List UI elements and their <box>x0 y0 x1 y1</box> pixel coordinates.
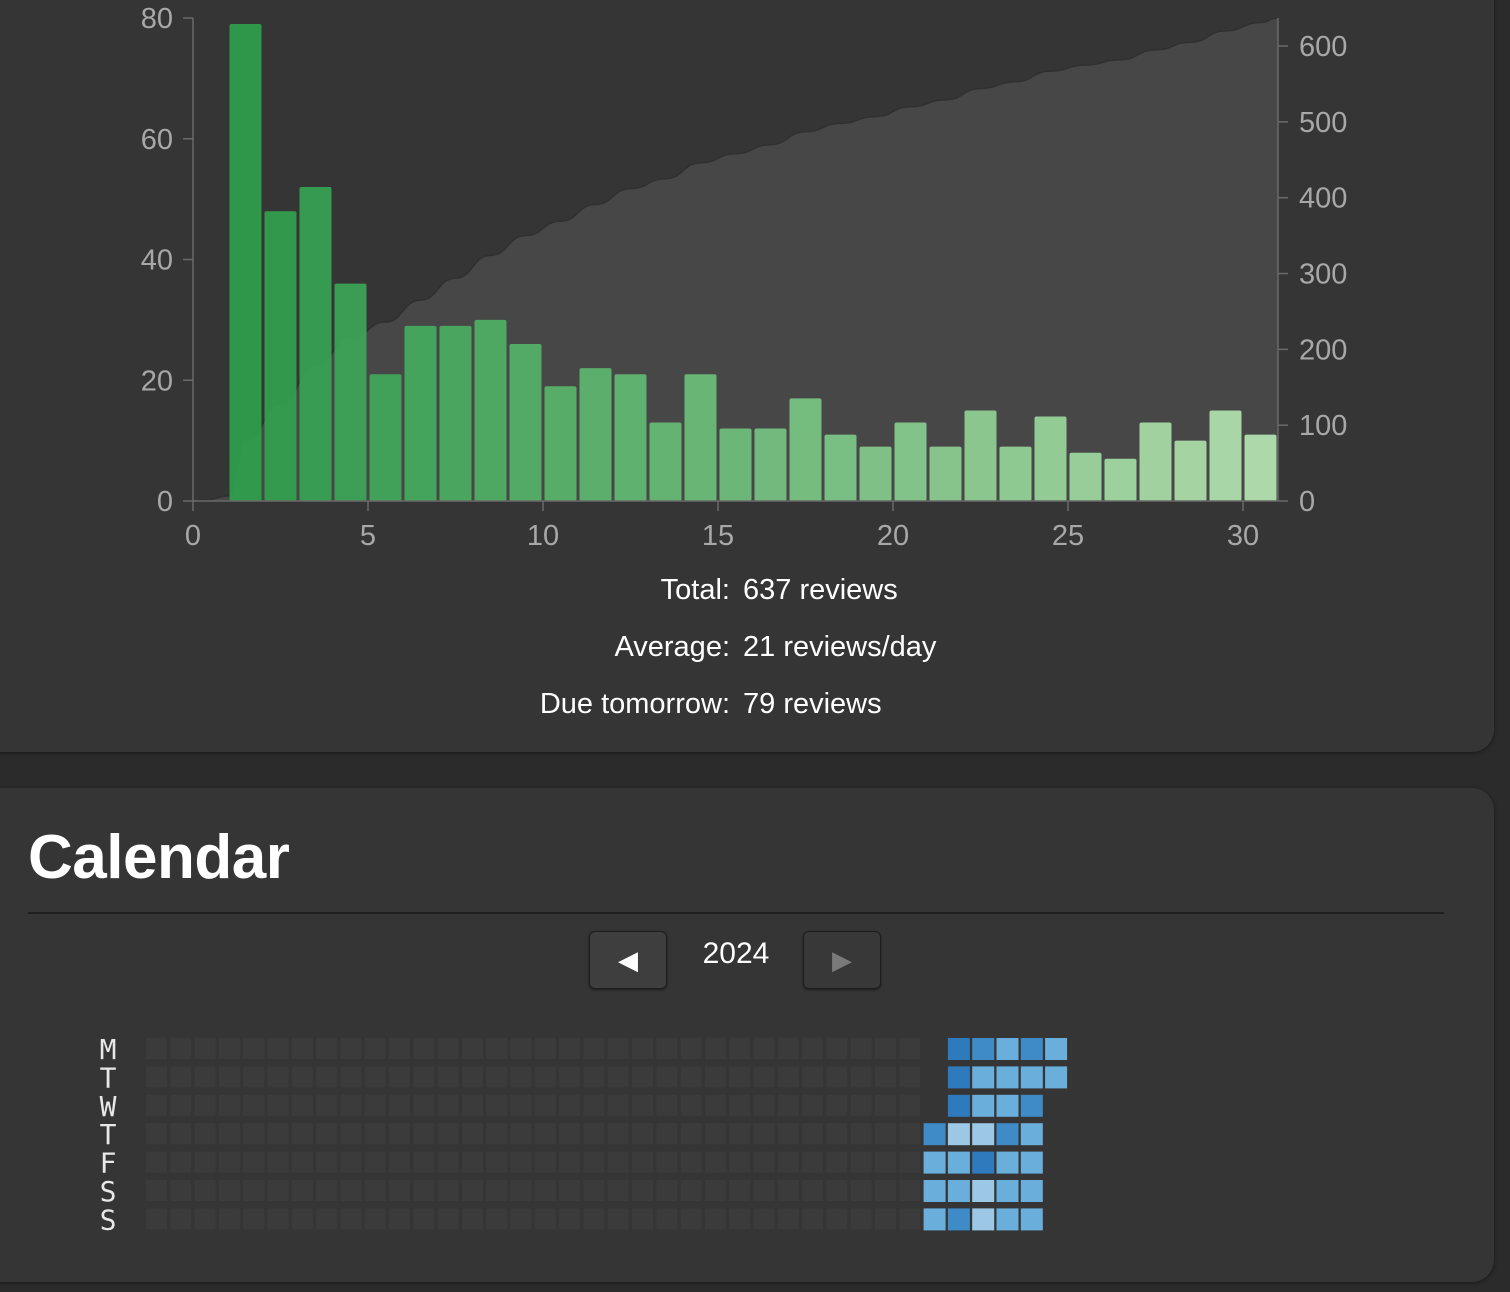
y-tick-label: 80 <box>141 3 173 35</box>
x-tick-label: 25 <box>1052 520 1084 552</box>
summary-total: Total: 637 reviews <box>0 570 1510 610</box>
calendar-title: Calendar <box>28 823 290 892</box>
bar-day-24 <box>1034 416 1067 501</box>
bar-day-3 <box>299 187 332 502</box>
bar-day-26 <box>1104 458 1137 501</box>
y2-tick-label: 400 <box>1299 183 1347 215</box>
y2-tick-label: 500 <box>1299 107 1347 139</box>
previous-year-button[interactable]: ◀ <box>589 931 667 989</box>
y2-tick-label: 100 <box>1299 410 1347 442</box>
y2-tick-label: 300 <box>1299 259 1347 291</box>
bar-day-9 <box>509 344 542 501</box>
x-tick-label: 0 <box>185 520 201 552</box>
bar-day-15 <box>719 428 752 501</box>
bar-day-21 <box>929 446 962 501</box>
bar-day-2 <box>264 211 297 501</box>
x-tick-label: 20 <box>877 520 909 552</box>
bar-day-23 <box>999 446 1032 501</box>
triangle-right-icon: ▶ <box>832 944 852 975</box>
bar-day-7 <box>439 325 472 501</box>
bar-day-10 <box>544 386 577 501</box>
x-tick-label: 5 <box>360 520 376 552</box>
bar-day-6 <box>404 325 437 501</box>
bar-day-25 <box>1069 452 1102 501</box>
x-tick-label: 15 <box>702 520 734 552</box>
bar-day-30 <box>1244 434 1277 501</box>
y-tick-label: 20 <box>141 365 173 397</box>
triangle-left-icon: ◀ <box>618 944 638 975</box>
bar-day-28 <box>1174 440 1207 501</box>
y2-tick-label: 200 <box>1299 334 1347 366</box>
bar-day-1 <box>229 24 262 501</box>
bar-day-12 <box>614 374 647 501</box>
bar-day-16 <box>754 428 787 501</box>
y-tick-label: 60 <box>141 124 173 156</box>
y2-tick-label: 0 <box>1299 486 1315 518</box>
future-due-chart: 0 20 40 60 80 0 100 200 300 400 500 600 0 5 10 15 20 25 30 <box>141 3 1348 552</box>
bar-day-11 <box>579 368 612 501</box>
bar-day-27 <box>1139 422 1172 501</box>
bar-day-8 <box>474 319 507 501</box>
bar-day-18 <box>824 434 857 501</box>
bar-day-5 <box>369 374 402 501</box>
bar-day-17 <box>789 398 822 501</box>
summary-due-tomorrow-value: 79 reviews <box>743 688 882 720</box>
bar-day-20 <box>894 422 927 501</box>
summary-due-tomorrow: Due tomorrow: 79 reviews <box>0 684 1510 724</box>
calendar-year: 2024 <box>702 937 770 970</box>
summary-average-label: Average: <box>614 631 730 663</box>
bar-day-22 <box>964 410 997 501</box>
y-tick-label: 0 <box>157 486 173 518</box>
y2-tick-label: 600 <box>1299 31 1347 63</box>
next-year-button[interactable]: ▶ <box>803 931 881 989</box>
bar-day-14 <box>684 374 717 501</box>
bar-day-19 <box>859 446 892 501</box>
bar-day-4 <box>334 283 367 501</box>
summary-average: Average: 21 reviews/day <box>0 627 1510 667</box>
summary-total-label: Total: <box>660 574 730 606</box>
bar-day-13 <box>649 422 682 501</box>
calendar-divider <box>28 912 1444 914</box>
x-tick-label: 10 <box>527 520 559 552</box>
bar-day-29 <box>1209 410 1242 501</box>
summary-due-tomorrow-label: Due tomorrow: <box>539 688 730 720</box>
y-tick-label: 40 <box>141 245 173 277</box>
summary-total-value: 637 reviews <box>743 574 898 606</box>
summary-average-value: 21 reviews/day <box>743 631 937 663</box>
x-tick-label: 30 <box>1227 520 1259 552</box>
